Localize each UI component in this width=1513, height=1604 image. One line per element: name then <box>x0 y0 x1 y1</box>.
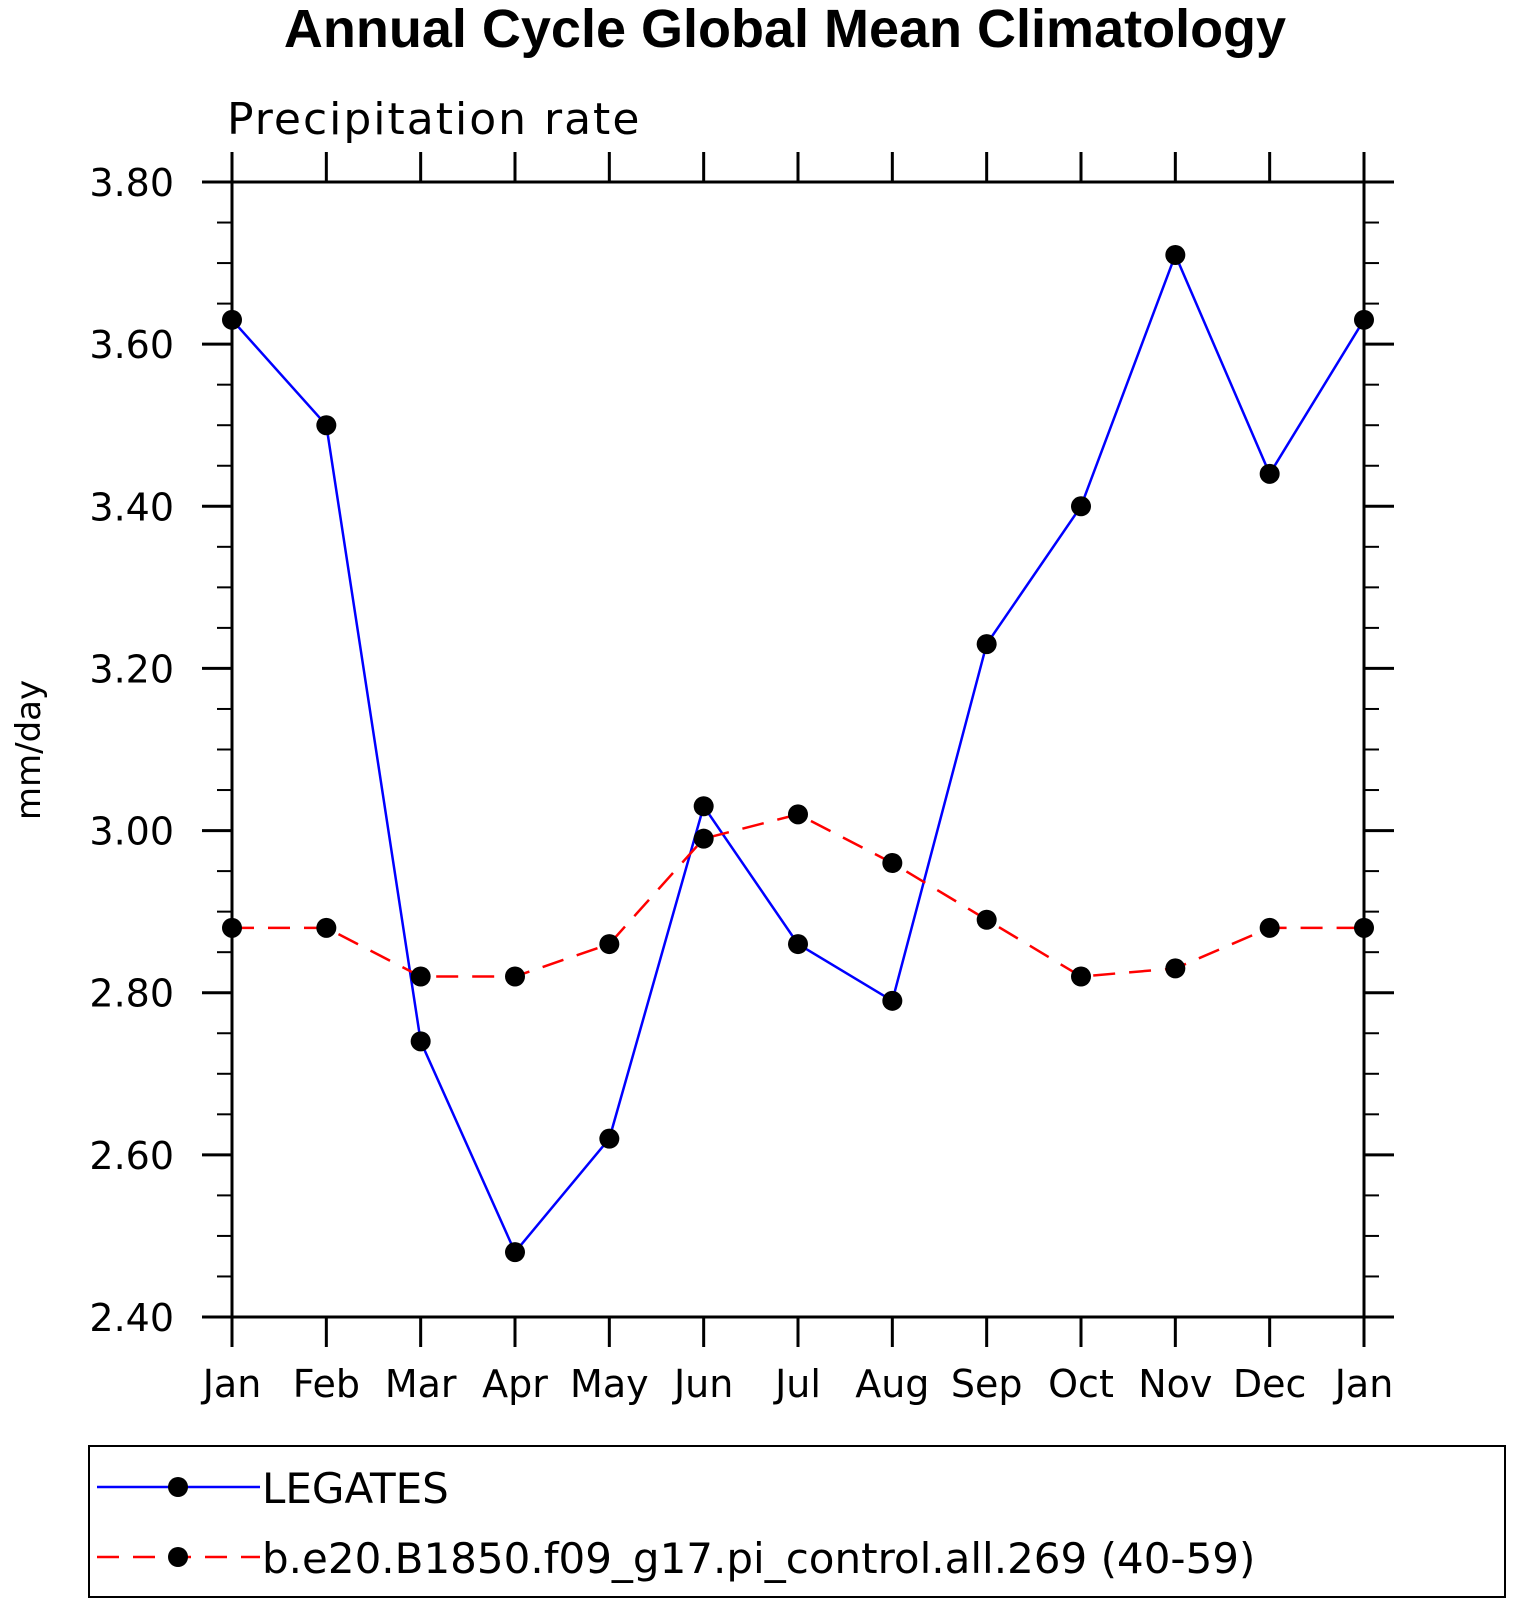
x-tick-label: Nov <box>1138 1362 1212 1406</box>
data-point-model <box>505 966 525 987</box>
y-tick-label: 3.00 <box>89 810 174 854</box>
data-point-legates <box>1071 496 1091 517</box>
axis-ticks <box>202 152 1394 1347</box>
y-tick-label: 3.40 <box>89 485 174 529</box>
legend-label-model: b.e20.B1850.f09_g17.pi_control.all.269 (… <box>262 1534 1255 1583</box>
x-tick-label: Feb <box>293 1362 360 1406</box>
y-axis-label: mm/day <box>9 680 49 820</box>
x-tick-label: Jan <box>201 1362 262 1406</box>
data-point-model <box>1354 917 1374 938</box>
legend-entry-legates: LEGATES <box>97 1464 449 1513</box>
data-point-model <box>599 934 620 955</box>
y-tick-label: 3.60 <box>89 323 174 367</box>
x-tick-label: Oct <box>1048 1362 1114 1406</box>
y-tick-label: 2.80 <box>89 972 174 1016</box>
data-point-model <box>693 828 714 849</box>
x-tick-labels: Jan Feb Mar Apr May Jun Jul Aug Sep Oct Nov Dec Jan <box>201 1362 1394 1406</box>
x-tick-label: Jul <box>773 1362 821 1406</box>
data-point-model <box>976 909 997 930</box>
legend-entry-model: b.e20.B1850.f09_g17.pi_control.all.269 (… <box>97 1534 1255 1583</box>
data-point-model <box>316 917 337 938</box>
series-layer <box>222 244 1374 1263</box>
legend-swatch-model-marker <box>168 1547 188 1567</box>
data-point-legates <box>882 990 903 1011</box>
y-tick-label: 3.80 <box>89 161 174 205</box>
legend-box <box>88 1445 1506 1598</box>
chart-title: Annual Cycle Global Mean Climatology <box>284 0 1286 59</box>
data-point-legates <box>1259 463 1280 484</box>
data-point-legates <box>505 1242 525 1263</box>
y-tick-label: 3.20 <box>89 647 174 691</box>
x-tick-label: Jun <box>672 1362 733 1406</box>
series-line-legates <box>231 251 1366 1255</box>
y-tick-label: 2.60 <box>89 1134 174 1178</box>
data-point-legates <box>788 934 808 955</box>
data-point-legates <box>410 1031 431 1052</box>
x-tick-label: Dec <box>1233 1362 1307 1406</box>
data-point-model <box>410 966 431 987</box>
x-tick-label: Jan <box>1333 1362 1394 1406</box>
legend-swatch-legates-marker <box>168 1477 188 1497</box>
x-tick-label: May <box>570 1362 649 1406</box>
data-point-legates <box>316 415 337 436</box>
data-point-model <box>882 853 903 873</box>
data-point-model <box>1259 917 1280 938</box>
data-point-model <box>1071 966 1091 987</box>
legend-label-legates: LEGATES <box>262 1464 449 1513</box>
y-tick-labels: 2.40 2.60 2.80 3.00 3.20 3.40 3.60 3.80 <box>89 161 174 1340</box>
x-tick-label: Mar <box>385 1362 457 1406</box>
data-point-legates <box>976 634 997 655</box>
data-point-legates <box>1165 244 1186 265</box>
data-point-model <box>222 917 242 938</box>
x-tick-label: Sep <box>951 1362 1023 1406</box>
x-tick-label: Aug <box>855 1362 929 1406</box>
x-tick-label: Apr <box>482 1362 548 1406</box>
plot-frame <box>230 180 1366 1319</box>
data-point-legates <box>693 796 714 817</box>
data-point-legates <box>599 1128 620 1149</box>
data-point-model <box>788 804 808 825</box>
y-tick-label: 2.40 <box>89 1296 174 1340</box>
chart-subtitle: Precipitation rate <box>227 94 641 145</box>
data-point-model <box>1165 958 1186 979</box>
data-point-legates <box>1354 309 1374 330</box>
data-point-legates <box>222 309 242 330</box>
